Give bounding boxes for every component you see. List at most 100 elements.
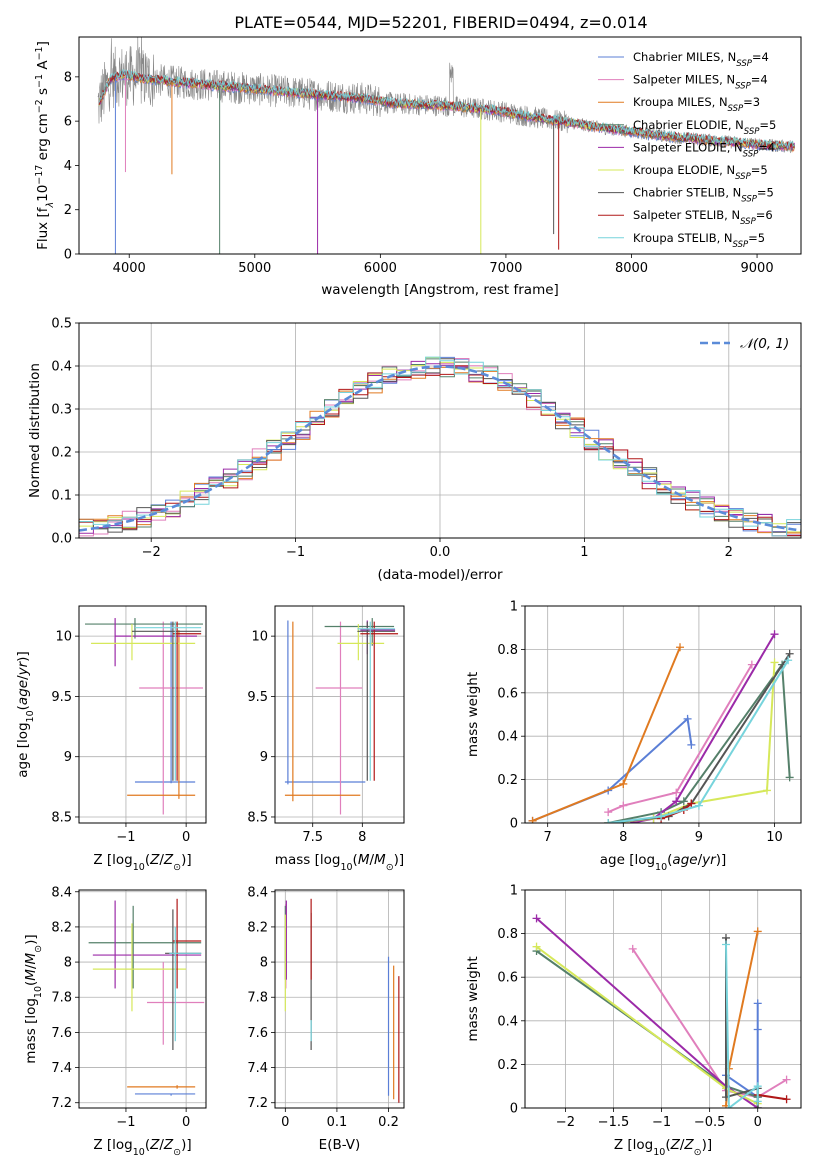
weight-marker bbox=[753, 999, 762, 1008]
residuals-panel: −2 −1 0.0 1 2 0.0 0.1 0.2 0.3 0.4 0.5 (data-model)/… bbox=[27, 317, 802, 583]
age_vs_Z-panel: −1 0 8.5 9 9.5 10 Z [log10(Z/Z⊙)] age [log10(ag… bbox=[15, 605, 207, 873]
mass_vs_Z-xtick-label: 0 bbox=[182, 1115, 190, 1130]
residuals-ytick-label: 0.3 bbox=[51, 403, 72, 418]
weight-series-line bbox=[608, 659, 789, 823]
mass_vs_ebv-xlabel: E(B-V) bbox=[319, 1137, 361, 1153]
spectrum-legend: Chabrier MILES, NSSP=4 Salpeter MILES, NS… bbox=[598, 50, 776, 250]
weight-series-line bbox=[725, 938, 759, 1108]
legend-label: Salpeter MILES, NSSP=4 bbox=[633, 73, 768, 92]
residual-histogram-step bbox=[79, 365, 801, 537]
weight-marker bbox=[782, 1095, 791, 1104]
weight_vs_age-ylabel: mass weight bbox=[465, 672, 481, 757]
weight-marker bbox=[672, 788, 681, 797]
weight-marker bbox=[762, 786, 771, 795]
weight-marker bbox=[619, 801, 628, 810]
weight_vs_Z-panel: −2 −1.5 −1 −0.5 0 0 0.2 0.4 0.6 0.8 1 Z [log10(Z/Z⊙… bbox=[465, 884, 802, 1158]
mass_vs_Z-panel: −1 0 7.2 7.4 7.6 7.8 8 8.2 8.4 Z [log10(Z/Z⊙)] mas… bbox=[23, 885, 207, 1158]
weight_vs_age-xtick-label: 10 bbox=[766, 830, 783, 845]
weight-marker bbox=[784, 656, 793, 665]
weight-series-line bbox=[725, 944, 759, 1108]
weight-series-line bbox=[532, 646, 681, 822]
legend-label: Salpeter ELODIE, NSSP=4 bbox=[633, 140, 775, 159]
mass_vs_Z-xtick-label: −1 bbox=[116, 1115, 135, 1130]
weight_vs_Z-ytick-label: 0.4 bbox=[497, 1014, 518, 1029]
weight-marker bbox=[528, 816, 537, 823]
weight-marker bbox=[753, 927, 762, 936]
legend-label: Kroupa ELODIE, NSSP=5 bbox=[633, 163, 768, 182]
age_vs_mass-plot-area bbox=[284, 618, 399, 815]
weight_vs_Z-ytick-label: 0.2 bbox=[497, 1058, 518, 1073]
mass_vs_ebv-ytick-label: 7.8 bbox=[247, 991, 268, 1006]
weight-marker bbox=[770, 630, 779, 639]
age_vs_mass-xtick-label: 8 bbox=[358, 830, 366, 845]
weight_vs_age-panel: 7 8 9 10 0 0.2 0.4 0.6 0.8 1 age [log10(age/yr)] ma… bbox=[465, 600, 802, 873]
spectrum-ylabel: Flux [fλ10−17 erg cm−2 s−1 A−1] bbox=[34, 41, 56, 250]
legend-label: Kroupa MILES, NSSP=3 bbox=[633, 95, 760, 114]
mass_vs_Z-ylabel: mass [log10(M/M⊙)] bbox=[23, 934, 44, 1063]
mass_vs_Z-xlabel: Z [log10(Z/Z⊙)] bbox=[93, 1137, 191, 1158]
mass_vs_ebv-ytick-label: 8 bbox=[260, 956, 268, 971]
weight-marker bbox=[687, 740, 696, 749]
weight-series-line bbox=[630, 633, 776, 823]
mass_vs_ebv-ytick-label: 7.2 bbox=[247, 1096, 268, 1111]
weight_vs_age-xlabel: age [log10(age/yr)] bbox=[600, 852, 726, 873]
weight_vs_Z-xtick-label: 0 bbox=[754, 1115, 762, 1130]
residuals-xtick-label: 1 bbox=[580, 545, 588, 560]
weight_vs_Z-frame bbox=[524, 889, 802, 1109]
mass_vs_ebv-plot-area bbox=[284, 898, 400, 1103]
weight-marker bbox=[676, 643, 685, 652]
spectrum-xtick-label: 7000 bbox=[489, 261, 522, 276]
weight-series-line bbox=[535, 917, 759, 1108]
spectrum-plot-area bbox=[97, 37, 795, 254]
mass_vs_Z-plot-area bbox=[88, 898, 205, 1096]
age_vs_Z-xlabel: Z [log10(Z/Z⊙)] bbox=[93, 852, 191, 873]
age_vs_Z-plot-area bbox=[85, 618, 203, 815]
residuals-frame bbox=[78, 322, 802, 539]
spectrum-panel: 4000 5000 6000 7000 8000 9000 0 2 4 6 8 wavelength … bbox=[34, 36, 802, 298]
weight-series-line bbox=[757, 1093, 787, 1101]
legend-label: Chabrier ELODIE, NSSP=5 bbox=[633, 118, 776, 137]
weight_vs_age-xtick-label: 9 bbox=[695, 830, 703, 845]
weight-marker bbox=[721, 940, 730, 949]
residuals-ytick-label: 0.1 bbox=[51, 489, 72, 504]
spectrum-ytick-label: 8 bbox=[64, 70, 72, 85]
weight_vs_age-ytick-label: 0.6 bbox=[497, 686, 518, 701]
residuals-xtick-label: 0.0 bbox=[430, 545, 451, 560]
age_vs_Z-xtick-label: −1 bbox=[116, 830, 135, 845]
residuals-ytick-label: 0.2 bbox=[51, 446, 72, 461]
weight-marker bbox=[683, 714, 692, 723]
mass_vs_Z-ytick-label: 7.4 bbox=[51, 1061, 72, 1076]
residuals-ytick-label: 0.5 bbox=[51, 317, 72, 332]
spectrum-xlabel: wavelength [Angstrom, rest frame] bbox=[321, 282, 559, 298]
mass_vs_ebv-panel: 0 0.1 0.2 7.2 7.4 7.6 7.8 8 8.2 8.4 E(B-V) bbox=[247, 885, 405, 1153]
weight-marker bbox=[628, 944, 637, 953]
weight_vs_age-xtick-label: 8 bbox=[619, 830, 627, 845]
weight-marker bbox=[724, 1104, 733, 1108]
mass_vs_Z-ytick-label: 8 bbox=[64, 956, 72, 971]
weight-marker bbox=[785, 773, 794, 782]
weight-series-line bbox=[631, 948, 788, 1099]
residuals-xtick-label: 2 bbox=[725, 545, 733, 560]
weight_vs_Z-ylabel: mass weight bbox=[465, 956, 481, 1041]
weight-marker bbox=[782, 1075, 791, 1084]
spectrum-frame bbox=[78, 36, 802, 255]
legend-label: Kroupa STELIB, NSSP=5 bbox=[633, 231, 765, 250]
age_vs_mass-ytick-label: 9.5 bbox=[247, 690, 268, 705]
weight-marker bbox=[694, 801, 703, 810]
weight_vs_age-ytick-label: 0.8 bbox=[497, 643, 518, 658]
residuals-plot-area bbox=[79, 356, 801, 537]
age_vs_mass-ytick-label: 8.5 bbox=[247, 810, 268, 825]
weight_vs_Z-xtick-label: −2 bbox=[556, 1115, 575, 1130]
weight_vs_Z-xtick-label: −1 bbox=[652, 1115, 671, 1130]
weight_vs_Z-ytick-label: 0.8 bbox=[497, 927, 518, 942]
weight_vs_age-ytick-label: 0.2 bbox=[497, 773, 518, 788]
model-spectrum-line bbox=[98, 69, 795, 149]
weight_vs_age-ytick-label: 0.4 bbox=[497, 730, 518, 745]
weight-marker bbox=[753, 1025, 762, 1034]
mass_vs_ebv-xtick-label: 0.2 bbox=[378, 1115, 399, 1130]
normal-curve bbox=[79, 365, 801, 532]
weight_vs_age-plot-area bbox=[528, 630, 794, 823]
spectrum-ytick-label: 0 bbox=[64, 248, 72, 263]
weight-marker bbox=[532, 914, 541, 923]
